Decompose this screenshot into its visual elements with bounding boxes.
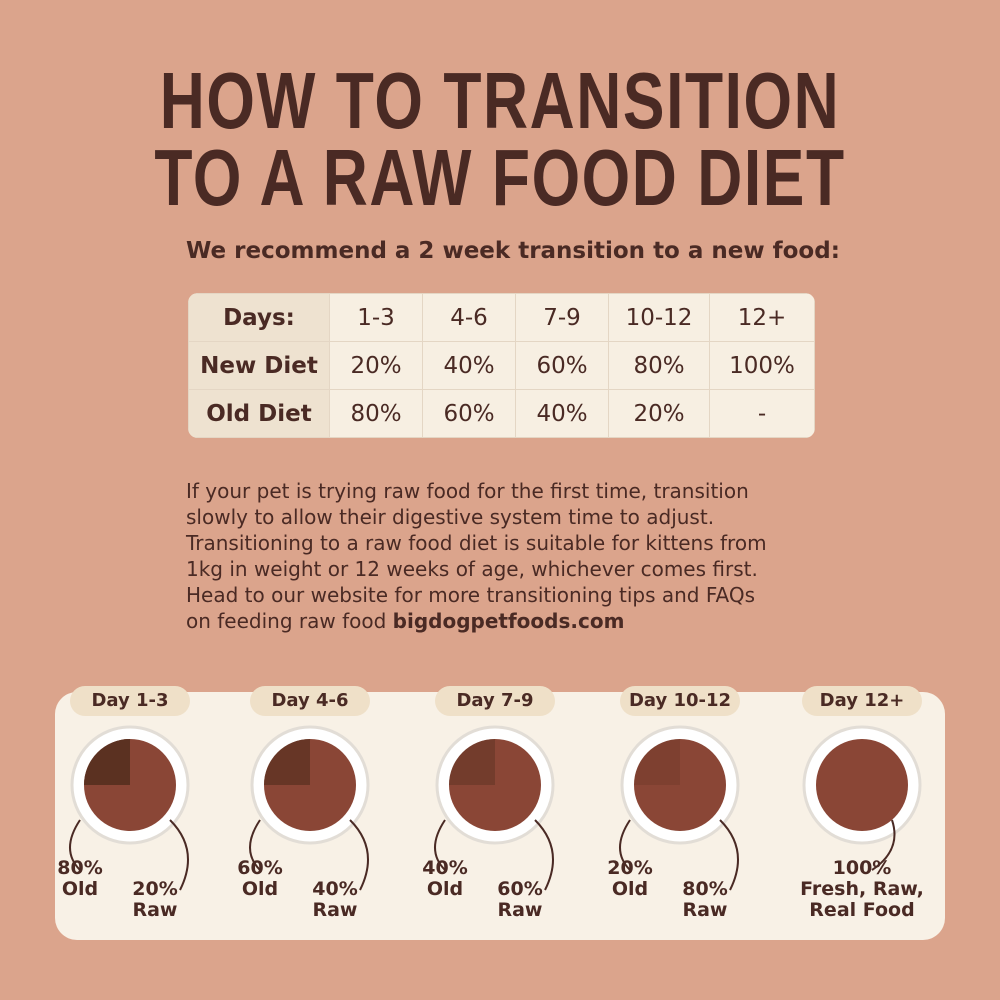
table-cell: 60%	[515, 341, 609, 390]
website: bigdogpetfoods.com	[392, 609, 625, 633]
table-cell: -	[709, 389, 815, 438]
table-row: Days: 1-3 4-6 7-9 10-12 12+	[188, 293, 815, 342]
transition-table: Days: 1-3 4-6 7-9 10-12 12+ New Diet 20% 40% 60% 8…	[188, 293, 815, 438]
bowl	[802, 725, 922, 871]
paragraph-line: slowly to allow their digestive system t…	[186, 504, 767, 530]
paragraph: If your pet is trying raw food for the f…	[186, 478, 767, 634]
bowl	[69, 725, 190, 891]
text: Transitioning to a raw food diet is suit…	[186, 531, 767, 555]
table-cell: 40%	[515, 389, 609, 438]
raw-pct: 20%	[132, 878, 178, 900]
old-label: 40% Old	[415, 858, 475, 900]
table-cell: 1-3	[329, 293, 423, 342]
raw-pct: 80%	[682, 878, 728, 900]
raw-label: 40% Raw	[305, 879, 365, 921]
bowl	[619, 725, 740, 891]
old-pct: 40%	[422, 857, 468, 879]
bowl	[434, 725, 555, 891]
table-cell: 40%	[422, 341, 516, 390]
old-label: 20% Old	[600, 858, 660, 900]
table-cell: 12+	[709, 293, 815, 342]
table-cell: 60%	[422, 389, 516, 438]
bowl	[249, 725, 370, 891]
paragraph-line: Transitioning to a raw food diet is suit…	[186, 530, 767, 556]
subtitle: We recommend a 2 week transition to a ne…	[186, 238, 840, 264]
day-pill: Day 7-9	[435, 686, 555, 716]
table-cell: 7-9	[515, 293, 609, 342]
old-pct: 20%	[607, 857, 653, 879]
table-cell: 4-6	[422, 293, 516, 342]
paragraph-line: If your pet is trying raw food for the f…	[186, 478, 767, 504]
table-cell: 80%	[329, 389, 423, 438]
label-line: Real Food	[809, 899, 915, 921]
table-cell: Days:	[188, 293, 330, 342]
text: slowly to allow their digestive system t…	[186, 505, 715, 529]
paragraph-line: on feeding raw food bigdogpetfoods.com	[186, 608, 767, 634]
raw-pct: 60%	[497, 878, 543, 900]
raw-text: Raw	[132, 899, 178, 921]
old-pct: 80%	[57, 857, 103, 879]
day-pill: Day 4-6	[250, 686, 370, 716]
title-line: TO A RAW FOOD DIET	[154, 133, 846, 222]
table-cell: Old Diet	[188, 389, 330, 438]
raw-text: Raw	[312, 899, 358, 921]
title-line: HOW TO TRANSITION	[159, 56, 841, 145]
text: Head to our website for more transitioni…	[186, 583, 756, 607]
text: on feeding raw food	[186, 609, 387, 633]
full-label: 100% Fresh, Raw, Real Food	[792, 858, 932, 921]
table-row: New Diet 20% 40% 60% 80% 100%	[188, 341, 815, 390]
raw-text: Raw	[497, 899, 543, 921]
text: If your pet is trying raw food for the f…	[186, 479, 749, 503]
table-cell: 20%	[329, 341, 423, 390]
old-text: Old	[426, 878, 464, 900]
day-pill: Day 12+	[802, 686, 922, 716]
table-cell: 10-12	[608, 293, 710, 342]
table-cell: New Diet	[188, 341, 330, 390]
raw-label: 20% Raw	[125, 879, 185, 921]
day-pill: Day 1-3	[70, 686, 190, 716]
pct: 100%	[832, 857, 892, 879]
table-cell: 80%	[608, 341, 710, 390]
paragraph-line: Head to our website for more transitioni…	[186, 582, 767, 608]
table-row: Old Diet 80% 60% 40% 20% -	[188, 389, 815, 438]
raw-pct: 40%	[312, 878, 358, 900]
old-label: 80% Old	[50, 858, 110, 900]
raw-label: 60% Raw	[490, 879, 550, 921]
paragraph-line: 1kg in weight or 12 weeks of age, whiche…	[186, 556, 767, 582]
old-text: Old	[611, 878, 649, 900]
old-pct: 60%	[237, 857, 283, 879]
old-text: Old	[61, 878, 99, 900]
table-cell: 20%	[608, 389, 710, 438]
old-label: 60% Old	[230, 858, 290, 900]
table-cell: 100%	[709, 341, 815, 390]
text: 1kg in weight or 12 weeks of age, whiche…	[186, 557, 758, 581]
old-text: Old	[241, 878, 279, 900]
label-line: Fresh, Raw,	[800, 878, 924, 900]
raw-label: 80% Raw	[675, 879, 735, 921]
raw-text: Raw	[682, 899, 728, 921]
day-pill: Day 10-12	[620, 686, 740, 716]
